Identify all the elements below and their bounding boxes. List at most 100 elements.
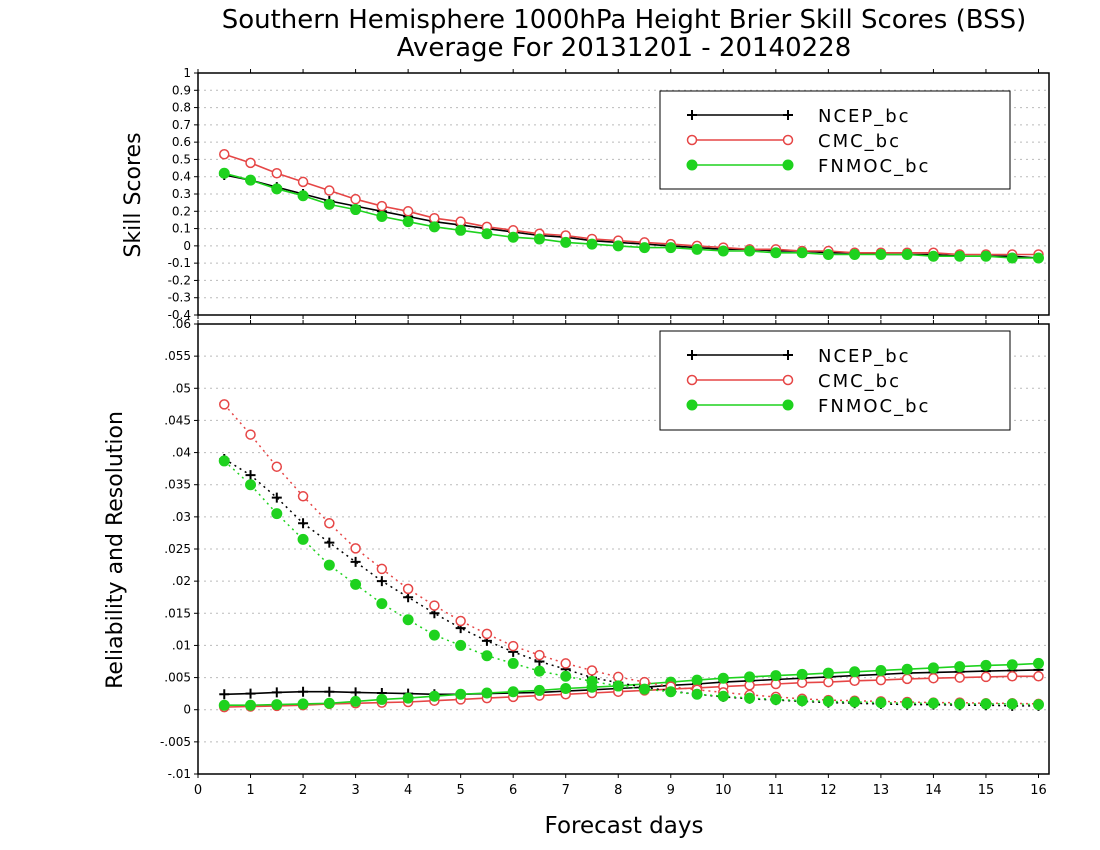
bottom-panel-ylabel: Reliability and Resolution bbox=[103, 411, 128, 689]
bottom-point-FNMOC_bc bbox=[691, 688, 703, 700]
top-point-FNMOC_bc bbox=[980, 250, 992, 262]
top-ytick-label: -0.2 bbox=[168, 273, 191, 287]
bottom-point-CMC_bc bbox=[560, 658, 571, 669]
bottom-point-NCEP_bc bbox=[350, 556, 361, 567]
bottom-point-FNMOC_bc bbox=[875, 697, 887, 709]
bottom-point-FNMOC_bc bbox=[639, 683, 651, 695]
bottom-point-FNMOC_bc bbox=[796, 695, 808, 707]
bottom-point-CMC_bc bbox=[507, 640, 519, 652]
bottom-point-CMC_bc bbox=[980, 671, 992, 683]
bottom-point-FNMOC_bc bbox=[218, 699, 230, 711]
bottom-point-FNMOC_bc bbox=[770, 693, 782, 705]
bottom-point-CMC_bc bbox=[271, 461, 283, 472]
bottom-series-CMC_bc-dotted bbox=[219, 399, 1044, 710]
bottom-point-FNMOC_bc bbox=[428, 690, 440, 702]
top-point-FNMOC_bc bbox=[665, 242, 677, 254]
bottom-point-NCEP_bc bbox=[324, 686, 335, 697]
bottom-legend-marker-FNMOC_bc bbox=[782, 399, 794, 411]
bottom-ytick-label: .015 bbox=[164, 606, 191, 620]
bottom-point-CMC_bc bbox=[455, 615, 466, 627]
top-ytick-label: 0.8 bbox=[172, 101, 191, 115]
top-point-FNMOC_bc bbox=[717, 245, 729, 257]
top-point-FNMOC_bc bbox=[507, 231, 519, 243]
bottom-series-NCEP_bc-solid bbox=[219, 664, 1044, 700]
bottom-point-FNMOC_bc bbox=[455, 688, 467, 700]
bottom-point-FNMOC_bc bbox=[849, 666, 861, 678]
top-ytick-label: 0 bbox=[183, 239, 191, 253]
bottom-point-CMC_bc bbox=[350, 543, 361, 554]
bottom-point-CMC_bc bbox=[928, 672, 939, 684]
bottom-ytick-label: -.01 bbox=[168, 767, 191, 781]
bottom-point-NCEP_bc bbox=[324, 537, 335, 548]
top-legend: NCEP_bc CMC_bc FNMOC_bc bbox=[659, 90, 1011, 190]
chart-title-line2: Average For 20131201 - 20140228 bbox=[397, 33, 852, 63]
bottom-point-FNMOC_bc bbox=[402, 692, 414, 704]
bottom-point-FNMOC_bc bbox=[1006, 659, 1018, 671]
bottom-point-FNMOC_bc bbox=[717, 690, 729, 702]
bottom-point-CMC_bc bbox=[901, 673, 913, 685]
bottom-point-CMC_bc bbox=[297, 491, 309, 502]
bottom-ytick-label: .04 bbox=[172, 446, 191, 460]
x-tick-label: 5 bbox=[457, 783, 465, 798]
bottom-point-CMC_bc bbox=[875, 674, 887, 686]
bottom-ytick-label: .06 bbox=[172, 317, 191, 331]
bottom-point-FNMOC_bc bbox=[323, 697, 335, 709]
x-tick-label: 7 bbox=[562, 783, 570, 798]
top-point-CMC_bc bbox=[297, 176, 309, 188]
x-tick-label: 4 bbox=[404, 783, 412, 798]
top-point-FNMOC_bc bbox=[297, 190, 309, 202]
bottom-ytick-label: .055 bbox=[164, 349, 191, 363]
bottom-line-CMC_bc bbox=[223, 403, 1039, 705]
top-legend-label-FNMOC_bc: FNMOC_bc bbox=[818, 156, 930, 177]
chart-title-line1: Southern Hemisphere 1000hPa Height Brier… bbox=[222, 5, 1027, 35]
bottom-point-FNMOC_bc bbox=[927, 697, 939, 709]
bottom-point-FNMOC_bc bbox=[507, 657, 519, 669]
x-tick-label: 15 bbox=[978, 783, 995, 798]
bottom-point-FNMOC_bc bbox=[481, 687, 493, 699]
top-point-FNMOC_bc bbox=[849, 249, 861, 260]
x-tick-label: 2 bbox=[299, 783, 307, 798]
top-ytick-label: 0.7 bbox=[172, 118, 191, 132]
bottom-point-FNMOC_bc bbox=[245, 699, 257, 711]
bottom-point-CMC_bc bbox=[586, 665, 598, 676]
bottom-legend-marker-NCEP_bc bbox=[783, 350, 793, 360]
bottom-point-FNMOC_bc bbox=[1032, 657, 1044, 669]
top-legend-marker-FNMOC_bc bbox=[686, 159, 698, 171]
bottom-point-FNMOC_bc bbox=[481, 650, 493, 662]
bottom-ytick-label: .05 bbox=[172, 381, 191, 395]
bottom-ytick-label: -.005 bbox=[160, 735, 191, 749]
top-point-FNMOC_bc bbox=[218, 167, 230, 179]
bottom-legend-marker-CMC_bc bbox=[686, 374, 698, 386]
top-point-CMC_bc bbox=[350, 193, 361, 205]
bottom-point-FNMOC_bc bbox=[744, 692, 756, 704]
bottom-point-FNMOC_bc bbox=[376, 693, 388, 705]
top-ytick-label: 0.9 bbox=[172, 83, 191, 97]
bottom-point-NCEP_bc bbox=[271, 492, 282, 503]
bottom-point-FNMOC_bc bbox=[954, 661, 966, 673]
bottom-point-FNMOC_bc bbox=[849, 696, 861, 708]
bottom-point-FNMOC_bc bbox=[612, 680, 624, 692]
top-ytick-label: 0.5 bbox=[172, 152, 191, 166]
top-legend-label-NCEP_bc: NCEP_bc bbox=[818, 106, 911, 127]
bottom-point-FNMOC_bc bbox=[455, 639, 467, 651]
bottom-legend-marker-NCEP_bc bbox=[687, 350, 697, 360]
bottom-point-FNMOC_bc bbox=[980, 698, 992, 710]
bottom-point-FNMOC_bc bbox=[901, 697, 913, 709]
top-point-FNMOC_bc bbox=[350, 204, 362, 216]
bottom-point-FNMOC_bc bbox=[770, 670, 782, 682]
bottom-point-FNMOC_bc bbox=[297, 533, 309, 545]
top-legend-marker-CMC_bc bbox=[686, 134, 698, 146]
top-panel-ylabel: Skill Scores bbox=[121, 132, 146, 257]
bottom-point-CMC_bc bbox=[534, 649, 545, 661]
bottom-ytick-label: .02 bbox=[172, 574, 191, 588]
top-point-FNMOC_bc bbox=[612, 240, 624, 252]
x-axis-label: Forecast days bbox=[545, 813, 704, 839]
bottom-point-FNMOC_bc bbox=[717, 672, 729, 684]
bottom-point-FNMOC_bc bbox=[822, 667, 834, 679]
top-legend-marker-CMC_bc bbox=[782, 134, 794, 146]
bottom-legend-label-FNMOC_bc: FNMOC_bc bbox=[818, 396, 930, 417]
bottom-point-FNMOC_bc bbox=[875, 665, 887, 676]
bottom-point-FNMOC_bc bbox=[980, 659, 992, 671]
x-tick-label: 8 bbox=[614, 783, 622, 798]
